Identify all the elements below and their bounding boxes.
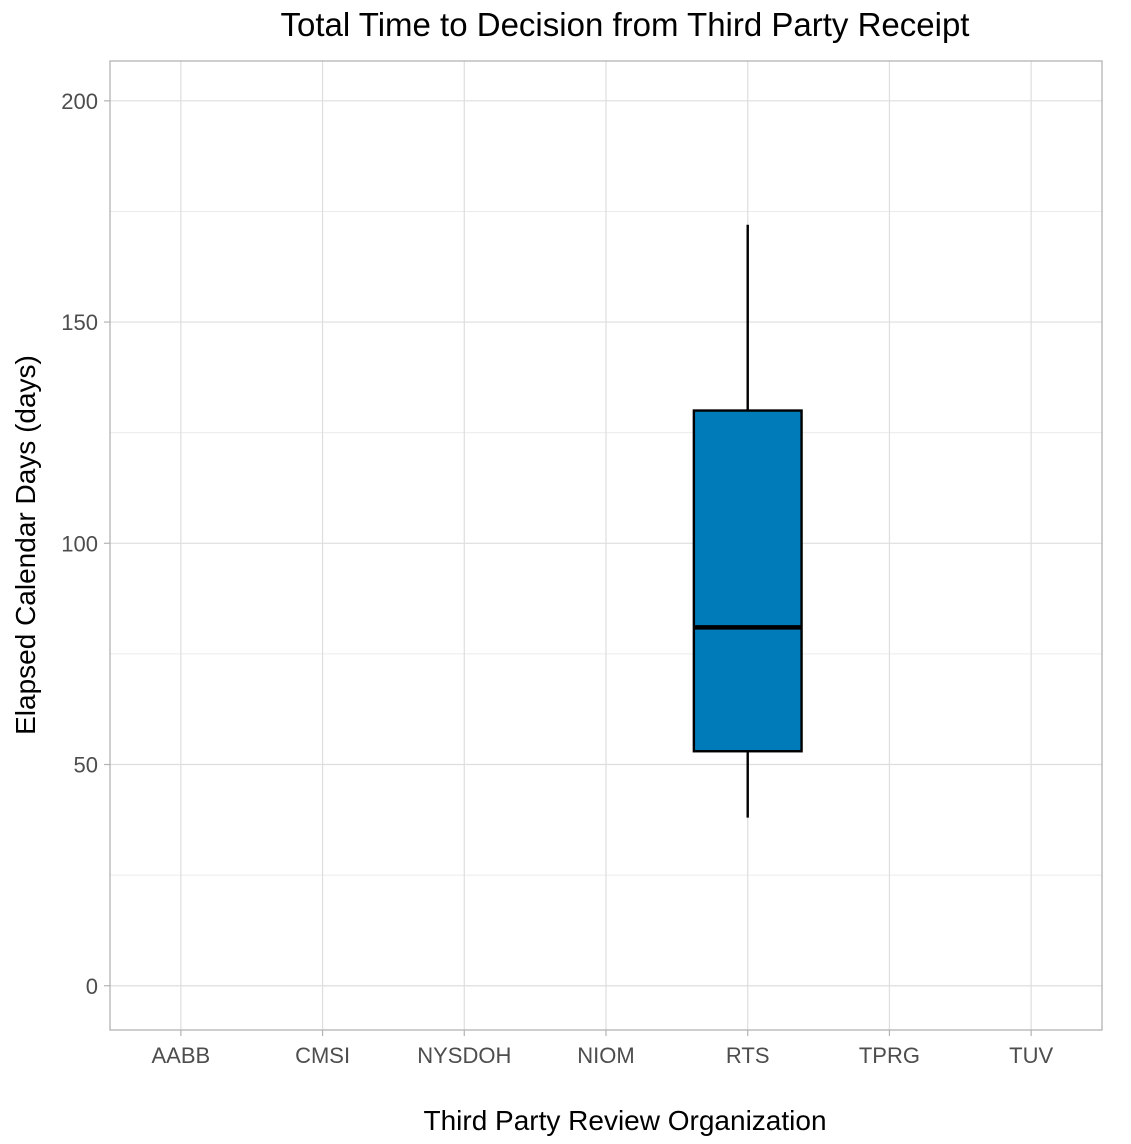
x-tick-label: NIOM: [577, 1043, 634, 1068]
y-tick-label: 100: [61, 531, 98, 556]
x-tick-label: TPRG: [859, 1043, 920, 1068]
box-iqr: [692, 409, 803, 753]
y-axis-ticks: 0 50 100 150 200: [61, 89, 110, 999]
grid-lines: [110, 61, 1102, 1030]
chart-title: Total Time to Decision from Third Party …: [281, 6, 970, 43]
x-tick-label: AABB: [152, 1043, 211, 1068]
boxplots: [692, 224, 803, 818]
x-tick-label: TUV: [1009, 1043, 1053, 1068]
y-tick-label: 50: [74, 753, 98, 778]
y-tick-label: 150: [61, 310, 98, 335]
x-tick-label: NYSDOH: [417, 1043, 511, 1068]
x-axis-title: Third Party Review Organization: [423, 1105, 826, 1136]
x-tick-label: CMSI: [295, 1043, 350, 1068]
x-tick-label: RTS: [726, 1043, 770, 1068]
y-axis-title: Elapsed Calendar Days (days): [10, 355, 41, 735]
y-tick-label: 200: [61, 89, 98, 114]
x-axis-ticks: AABB CMSI NYSDOH NIOM RTS TPRG TUV: [152, 1030, 1053, 1068]
y-tick-label: 0: [86, 974, 98, 999]
